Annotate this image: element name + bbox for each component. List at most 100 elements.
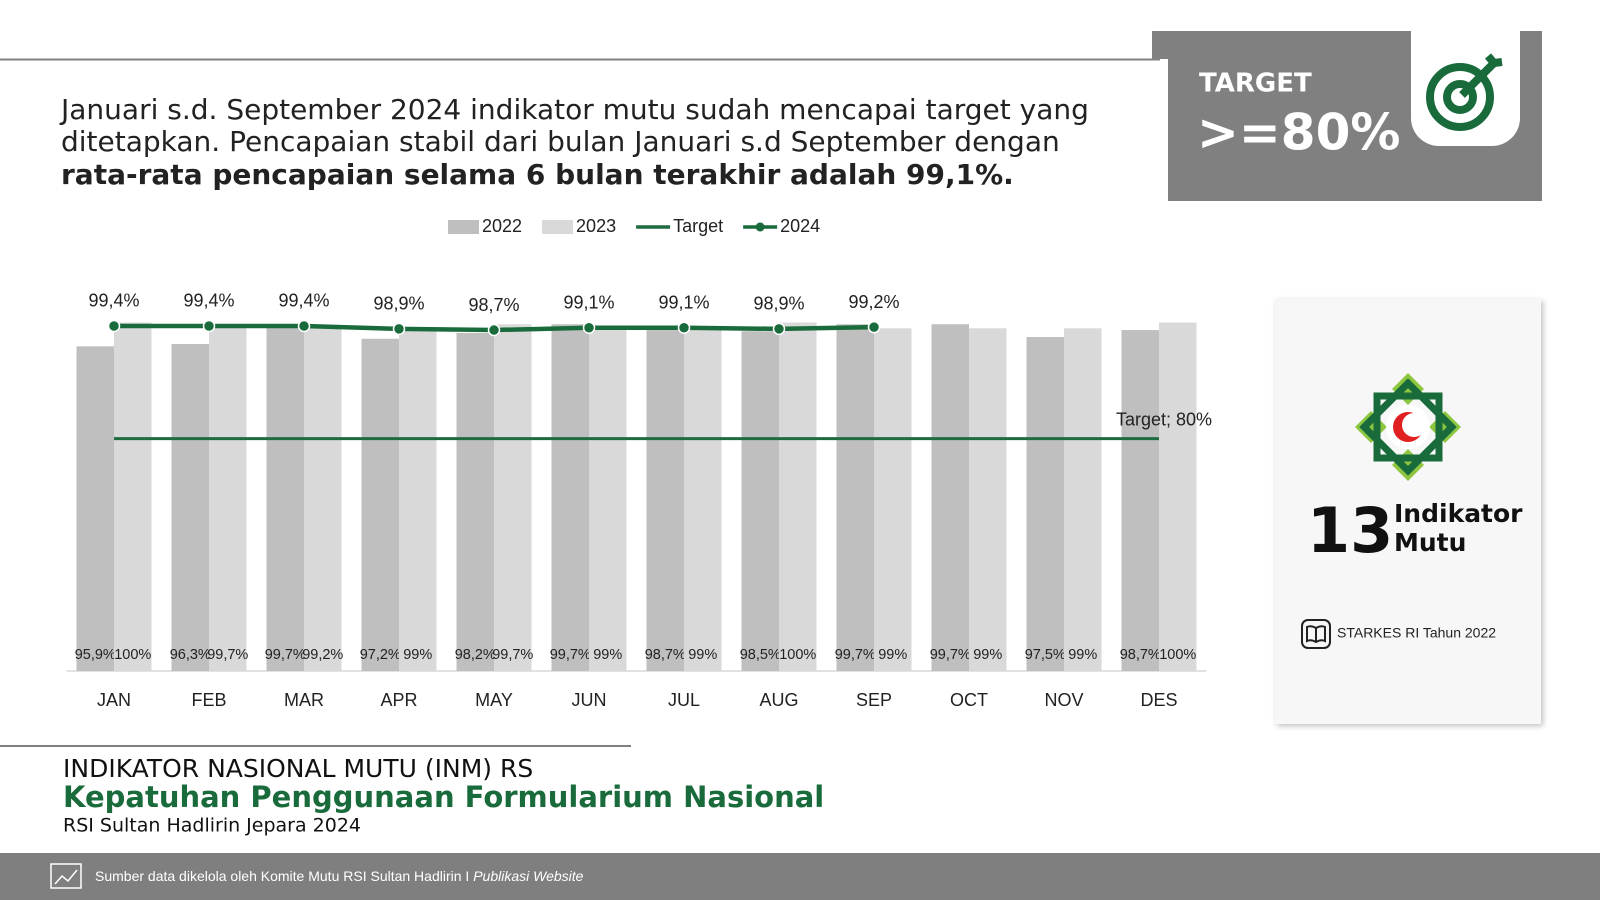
footer-icon [50, 863, 82, 889]
bar-value-label: 97,2% [360, 647, 401, 663]
hospital-logo [1355, 373, 1461, 481]
bar-value-label: 99% [593, 647, 622, 663]
legend-label: 2023 [576, 216, 616, 236]
legend-label: Target [673, 216, 723, 236]
line-marker [867, 320, 881, 334]
bar [361, 338, 399, 671]
bar-value-label: 99,7% [835, 647, 876, 663]
card-source: STARKES RI Tahun 2022 [1337, 625, 1496, 641]
bar-value-label: 99% [878, 647, 907, 663]
bar [266, 324, 304, 671]
line-value-label: 98,9% [753, 294, 804, 314]
footer-subtitle: RSI Sultan Hadlirin Jepara 2024 [63, 815, 361, 837]
bar [589, 328, 627, 671]
x-tick-label: APR [380, 690, 417, 710]
legend-marker [755, 222, 765, 232]
line-marker [677, 321, 691, 334]
bar-value-label: 99% [973, 647, 1002, 663]
bar [76, 346, 114, 671]
footer-title: Kepatuhan Penggunaan Formularium Nasiona… [63, 780, 824, 814]
bar [836, 324, 874, 671]
bar [399, 328, 437, 671]
bar-value-label: 98,2% [455, 647, 496, 663]
book-icon [1301, 619, 1331, 649]
line-value-label: 98,9% [373, 294, 424, 314]
bar-value-label: 99,7% [550, 647, 591, 663]
bar-value-label: 99% [403, 647, 432, 663]
line-value-label: 99,4% [88, 291, 139, 311]
line-marker [487, 323, 501, 337]
summary-line: ditetapkan. Pencapaian stabil dari bulan… [61, 125, 1060, 158]
bar-value-label: 96,3% [170, 647, 211, 663]
bar [1121, 330, 1159, 671]
line-marker [772, 322, 786, 336]
line-marker [107, 319, 121, 333]
line-value-label: 99,4% [183, 291, 234, 311]
line-value-label: 99,1% [563, 292, 614, 312]
line-value-label: 98,7% [468, 295, 519, 315]
footer-source: Sumber data dikelola oleh Komite Mutu RS… [95, 868, 584, 884]
bar [494, 324, 532, 671]
bar [684, 328, 722, 671]
bar-value-label: 100% [1159, 647, 1196, 663]
bar [779, 322, 817, 671]
target-icon [1426, 53, 1503, 131]
x-tick-label: SEP [856, 690, 892, 710]
legend-label: 2022 [482, 216, 522, 236]
target-label: TARGET [1199, 69, 1312, 99]
bar-value-label: 98,7% [645, 647, 686, 663]
line-marker [582, 321, 596, 334]
line-marker [297, 319, 311, 333]
target-value: >=80% [1197, 104, 1400, 162]
legend-swatch [542, 220, 574, 234]
bar-value-label: 99,2% [302, 647, 343, 663]
bar [646, 330, 684, 671]
bar [171, 343, 209, 671]
line-marker [392, 322, 406, 336]
x-tick-label: DES [1140, 690, 1177, 710]
bar [1159, 322, 1197, 671]
x-tick-label: JUL [668, 690, 700, 710]
line-value-label: 99,4% [278, 291, 329, 311]
footer-source-text: Sumber data dikelola oleh Komite Mutu RS… [95, 868, 469, 884]
bar-value-label: 98,5% [740, 647, 781, 663]
summary-line-bold: rata-rata pencapaian selama 6 bulan tera… [61, 158, 1014, 191]
summary-line: Januari s.d. September 2024 indikator mu… [59, 93, 1089, 126]
bar-value-label: 99,7% [265, 647, 306, 663]
bar [114, 322, 152, 671]
x-tick-label: AUG [759, 690, 798, 710]
legend-label: 2024 [780, 216, 820, 236]
line-value-label: 99,1% [658, 292, 709, 312]
chart: JAN FEB MAR APR MAY JUN JUL AUG SEP OCT NOV DES 95,9… [66, 216, 1212, 710]
bar [304, 327, 342, 671]
bar-value-label: 98,7% [1120, 647, 1161, 663]
bar-value-label: 95,9% [75, 647, 116, 663]
bar [1026, 337, 1064, 671]
x-tick-label: OCT [950, 690, 988, 710]
bar-value-label: 100% [114, 647, 151, 663]
line-value-label: 99,2% [848, 292, 899, 312]
footer-source-italic: Publikasi Website [473, 868, 583, 884]
bar [741, 331, 779, 671]
line-marker [202, 319, 216, 333]
side-card [1275, 299, 1541, 724]
line-value-label: Target; 80% [1116, 409, 1212, 429]
x-tick-label: FEB [191, 690, 226, 710]
bar-value-label: 100% [779, 647, 816, 663]
footer-heading: INDIKATOR NASIONAL MUTU (INM) RS [63, 754, 533, 783]
legend-swatch [448, 220, 479, 234]
bar [874, 328, 912, 671]
indicator-label: Indikator [1394, 499, 1523, 528]
bar-value-label: 97,5% [1025, 647, 1066, 663]
bar-value-label: 99% [688, 647, 717, 663]
indicator-label: Mutu [1394, 528, 1466, 557]
bar [209, 324, 247, 671]
x-tick-label: JAN [97, 690, 131, 710]
bar-value-label: 99,7% [930, 647, 971, 663]
footer-bar [0, 853, 1600, 900]
indicator-count: 13 [1307, 494, 1393, 567]
x-tick-label: MAR [284, 690, 324, 710]
bar-value-label: 99% [1068, 647, 1097, 663]
bar [1064, 328, 1102, 671]
